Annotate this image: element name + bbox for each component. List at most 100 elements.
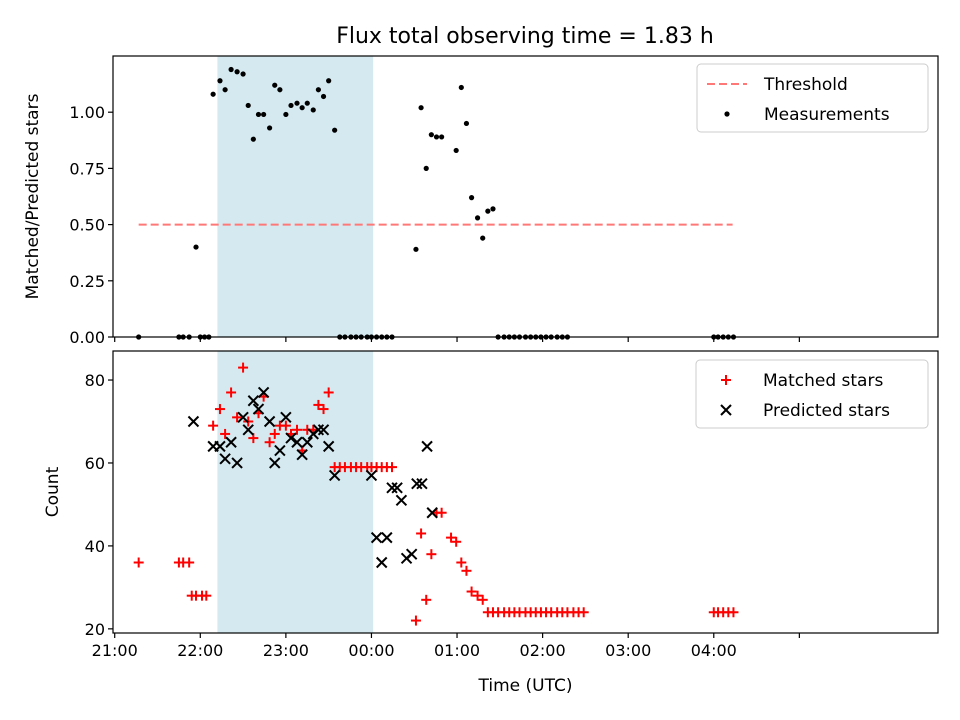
x-axis-label: Time (UTC) <box>478 676 573 696</box>
data-point <box>288 102 294 109</box>
marker-stroke <box>291 436 303 448</box>
data-point <box>272 82 278 88</box>
legend-x-handle <box>720 404 732 416</box>
marker-stroke <box>416 477 428 490</box>
data-point <box>485 208 491 214</box>
marker-stroke <box>317 424 330 436</box>
marker-stroke <box>381 531 393 544</box>
marker-stroke <box>370 531 383 544</box>
data-point <box>472 590 483 601</box>
marker-stroke <box>312 424 325 436</box>
data-point <box>242 424 254 436</box>
data-point <box>201 590 212 601</box>
data-point <box>238 362 249 373</box>
data-point <box>301 436 313 448</box>
data-point <box>466 586 477 597</box>
data-point <box>490 206 496 212</box>
data-point <box>326 78 332 84</box>
marker-stroke <box>386 482 398 494</box>
data-point <box>456 557 467 568</box>
data-point <box>451 536 462 547</box>
data-point <box>421 594 432 605</box>
data-point <box>416 528 427 539</box>
data-point <box>291 424 302 435</box>
y-tick-label: 0.25 <box>69 272 105 291</box>
data-point <box>263 415 276 428</box>
data-point <box>291 436 303 448</box>
y-axis-label: Count <box>43 466 63 517</box>
legend-label: Measurements <box>764 105 890 125</box>
marker-stroke <box>391 482 403 494</box>
marker-stroke <box>231 457 243 469</box>
data-point <box>365 469 378 482</box>
x-tick-label: 22:00 <box>177 641 223 660</box>
marker-stroke <box>328 469 341 482</box>
data-point <box>283 111 289 118</box>
marker-stroke <box>214 440 226 453</box>
legend-box <box>695 359 929 429</box>
series-predicted-stars <box>187 386 438 569</box>
data-point <box>332 127 338 133</box>
marker-stroke <box>285 432 297 444</box>
data-point <box>187 415 200 428</box>
data-point <box>231 457 243 469</box>
marker-stroke <box>376 556 388 569</box>
data-point <box>428 132 434 138</box>
shaded-span <box>217 56 374 337</box>
data-point <box>468 195 475 201</box>
marker-stroke <box>187 415 200 428</box>
data-point <box>413 246 419 252</box>
data-point <box>237 411 249 424</box>
y-tick-label: 1.00 <box>69 103 105 122</box>
x-tick-label: 21:00 <box>92 641 138 660</box>
data-point <box>193 244 199 250</box>
data-point <box>184 557 195 568</box>
marker-stroke <box>257 386 270 399</box>
data-point <box>376 556 388 569</box>
marker-stroke <box>274 444 286 457</box>
data-point <box>474 215 481 221</box>
marker-stroke <box>421 440 433 453</box>
marker-stroke <box>411 477 423 490</box>
data-point <box>323 387 334 398</box>
bottom-panel: 20 40 60 80 21:00 22:00 23:00 00:00 01:00 02:00 03… <box>43 350 939 696</box>
y-axis-label: Matched/Predicted stars <box>23 93 43 299</box>
data-point <box>728 607 739 618</box>
legend-dot-handle <box>724 111 730 117</box>
data-point <box>421 440 433 453</box>
data-point <box>418 105 424 111</box>
marker-stroke <box>242 424 254 436</box>
marker-stroke <box>301 436 313 448</box>
y-tick-label: 0.75 <box>69 159 105 178</box>
y-tick-label: 0.50 <box>69 216 105 235</box>
data-point <box>208 420 219 431</box>
y-tick-label: 0.00 <box>69 328 105 347</box>
data-point <box>261 111 267 118</box>
data-point <box>381 531 393 544</box>
data-point <box>234 69 240 75</box>
data-point <box>386 462 397 473</box>
data-point <box>395 494 408 507</box>
data-point <box>461 565 472 576</box>
legend: Matched stars Predicted stars <box>695 359 929 429</box>
marker-stroke <box>426 507 438 519</box>
data-point <box>328 469 341 482</box>
y-tick-label: 60 <box>85 454 105 473</box>
marker-stroke <box>365 469 378 482</box>
data-point <box>277 87 283 93</box>
data-point <box>280 420 291 431</box>
marker-stroke <box>247 395 260 407</box>
data-point <box>294 100 300 106</box>
axes-frame <box>112 350 939 634</box>
marker-stroke <box>225 436 237 448</box>
data-point <box>411 477 423 490</box>
data-point <box>386 482 398 494</box>
data-point <box>222 87 228 93</box>
data-point <box>255 111 262 118</box>
data-point <box>370 531 383 544</box>
data-point <box>410 615 421 626</box>
marker-stroke <box>280 411 292 424</box>
data-point <box>228 66 234 73</box>
data-point <box>463 120 470 127</box>
